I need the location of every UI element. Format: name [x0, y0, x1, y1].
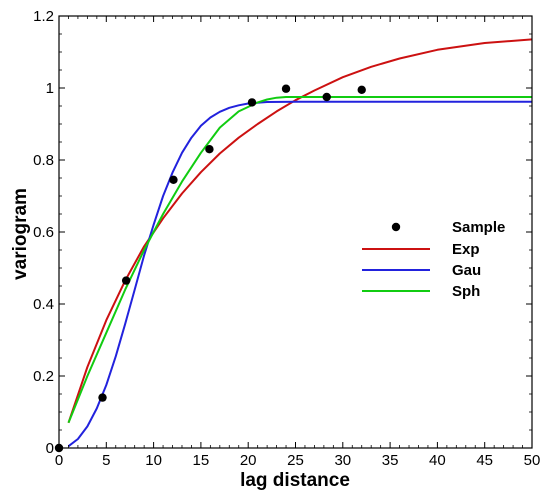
sample-point [322, 92, 331, 102]
x-tick-label: 15 [193, 452, 210, 469]
legend-label-gau: Gau [452, 262, 481, 279]
sample-point [357, 85, 366, 95]
sample-point [281, 84, 291, 93]
y-tick-label: 0.8 [33, 152, 54, 169]
legend-marker-sample [391, 222, 401, 232]
series-line-sph [67, 96, 532, 424]
x-tick-label: 25 [287, 452, 304, 469]
axes-layer: 0 5 10 15 20 25 30 35 40 45 50 0 0.2 0.4 0.6 0.8 1 1.2 [33, 8, 540, 469]
x-tick-label: 20 [240, 452, 257, 469]
x-axis-title: lag distance [240, 470, 350, 491]
y-tick-label: 0.4 [33, 296, 54, 313]
curves-layer [67, 38, 533, 447]
series-line-exp [67, 38, 533, 424]
x-tick-label: 45 [476, 452, 493, 469]
x-tick-label: 50 [524, 452, 541, 469]
y-tick-label: 0.2 [33, 368, 54, 385]
x-tick-label: 40 [429, 452, 446, 469]
x-tick-label: 30 [334, 452, 351, 469]
x-tick-label: 10 [145, 452, 162, 469]
y-tick-label: 1.2 [33, 8, 54, 25]
legend-label-sph: Sph [452, 283, 480, 300]
legend: Sample Exp Gau Sph [362, 219, 505, 300]
legend-label-sample: Sample [452, 219, 505, 236]
sample-point [169, 175, 178, 184]
x-tick-label: 35 [382, 452, 399, 469]
sample-point [247, 98, 257, 107]
sample-point [98, 393, 107, 402]
series-line-gau [67, 100, 532, 447]
y-tick-label: 0 [46, 440, 54, 457]
sample-point [205, 145, 214, 154]
legend-label-exp: Exp [452, 241, 480, 258]
y-tick-label: 0.6 [33, 224, 54, 241]
sample-point [121, 276, 131, 285]
x-tick-label: 0 [55, 452, 63, 469]
y-tick-label: 1 [46, 80, 54, 97]
x-tick-label: 5 [102, 452, 110, 469]
points-layer [54, 84, 366, 453]
y-axis-title: variogram [10, 188, 31, 280]
